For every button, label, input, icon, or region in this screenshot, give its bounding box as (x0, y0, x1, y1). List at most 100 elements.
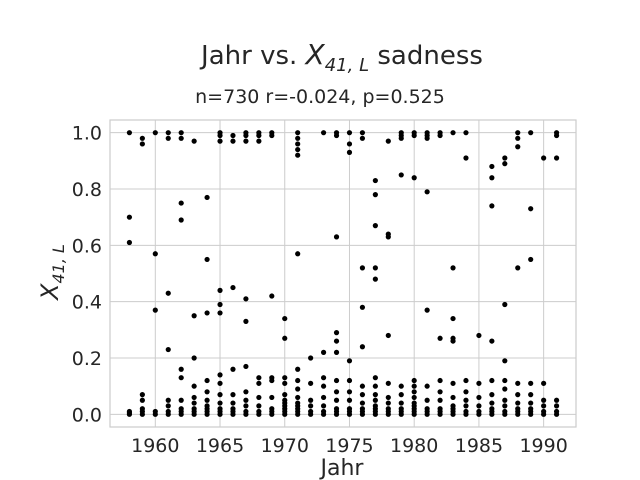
data-point (398, 383, 404, 389)
data-point (372, 177, 378, 184)
y-tick-label: 0.0 (72, 404, 102, 426)
data-point (191, 313, 197, 319)
data-point (359, 400, 366, 406)
data-point (541, 403, 547, 409)
data-point (256, 411, 262, 417)
data-point (372, 397, 378, 403)
data-point (282, 411, 288, 417)
data-point (528, 392, 534, 398)
data-point (359, 265, 366, 271)
data-point (295, 130, 301, 136)
data-point (282, 335, 288, 341)
data-point (553, 155, 560, 161)
data-point (295, 377, 301, 384)
data-point (463, 389, 469, 395)
x-tick-label: 1990 (519, 435, 567, 457)
data-point (191, 383, 197, 389)
data-point (282, 375, 288, 381)
data-point (528, 130, 534, 136)
data-point (502, 358, 508, 364)
data-point (230, 411, 236, 417)
data-point (320, 411, 327, 417)
data-point (398, 392, 404, 398)
data-point (528, 400, 534, 406)
data-point (308, 411, 314, 417)
data-point (165, 346, 171, 353)
data-point (450, 411, 456, 417)
data-point (359, 130, 366, 136)
data-point (217, 380, 223, 386)
data-point (243, 397, 249, 403)
data-point (372, 192, 378, 198)
data-point (489, 175, 495, 181)
data-point (204, 256, 210, 263)
data-point (243, 363, 249, 370)
data-point (295, 135, 301, 141)
data-point (346, 141, 353, 147)
data-point (256, 394, 262, 401)
data-point (398, 135, 404, 141)
x-axis-tick-labels: 1960 1965 1970 1975 1980 1985 1990 (131, 435, 568, 457)
data-point (476, 403, 482, 409)
data-point (230, 138, 236, 144)
data-point (295, 146, 301, 153)
data-point (282, 315, 288, 322)
data-point (217, 411, 223, 417)
x-tick-label: 1960 (131, 435, 179, 457)
data-point (463, 130, 469, 136)
data-point (502, 397, 508, 403)
x-tick-label: 1970 (261, 435, 309, 457)
data-point (295, 411, 301, 417)
data-point (191, 400, 197, 406)
data-point (450, 380, 456, 386)
data-point (308, 380, 314, 386)
data-point (165, 397, 171, 403)
data-point (256, 403, 262, 409)
data-point (502, 386, 508, 392)
data-point (308, 397, 314, 403)
data-point (541, 397, 547, 403)
data-point (139, 411, 145, 417)
data-point (450, 394, 456, 401)
data-point (126, 411, 133, 417)
data-point (489, 163, 495, 170)
y-tick-label: 0.2 (72, 348, 102, 370)
data-point (424, 307, 430, 313)
data-point (243, 318, 249, 324)
data-point (178, 375, 184, 381)
data-point (489, 392, 495, 398)
data-point (152, 411, 158, 417)
data-point (515, 411, 521, 417)
data-point (515, 265, 521, 271)
data-point (372, 265, 378, 271)
data-point (139, 397, 145, 403)
data-point (515, 380, 521, 386)
data-point (217, 301, 223, 308)
data-point (178, 217, 184, 223)
data-point (126, 214, 133, 220)
data-point (217, 400, 223, 406)
chart-subtitle: n=730 r=-0.024, p=0.525 (195, 86, 445, 108)
data-point (308, 403, 314, 409)
data-point (541, 411, 547, 417)
data-point (333, 132, 340, 139)
data-point (333, 338, 340, 344)
data-point (230, 366, 236, 372)
data-point (320, 375, 327, 381)
chart-title: Jahr vs. X41, L sadness (199, 38, 483, 76)
data-point (411, 411, 417, 417)
data-point (372, 383, 378, 389)
data-point (411, 377, 417, 384)
data-point (489, 377, 495, 384)
data-point (320, 383, 327, 389)
data-point (139, 392, 145, 398)
data-point (489, 400, 495, 406)
data-point (178, 411, 184, 417)
data-point (502, 155, 508, 161)
data-points (126, 130, 560, 417)
data-point (372, 392, 378, 398)
data-point (515, 144, 521, 150)
data-point (165, 403, 171, 409)
data-point (269, 132, 275, 139)
data-point (191, 411, 197, 417)
